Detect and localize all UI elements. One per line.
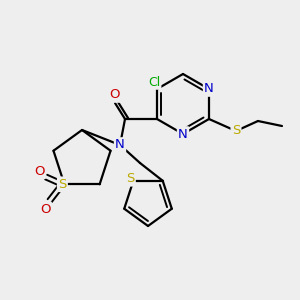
Text: O: O bbox=[109, 88, 119, 101]
Text: O: O bbox=[40, 203, 51, 216]
Text: S: S bbox=[126, 172, 134, 185]
Text: S: S bbox=[58, 178, 67, 191]
Text: N: N bbox=[178, 128, 188, 140]
Text: N: N bbox=[115, 139, 125, 152]
Text: Cl: Cl bbox=[148, 76, 160, 88]
Text: S: S bbox=[232, 124, 240, 137]
Text: N: N bbox=[204, 82, 214, 95]
Text: O: O bbox=[34, 165, 45, 178]
